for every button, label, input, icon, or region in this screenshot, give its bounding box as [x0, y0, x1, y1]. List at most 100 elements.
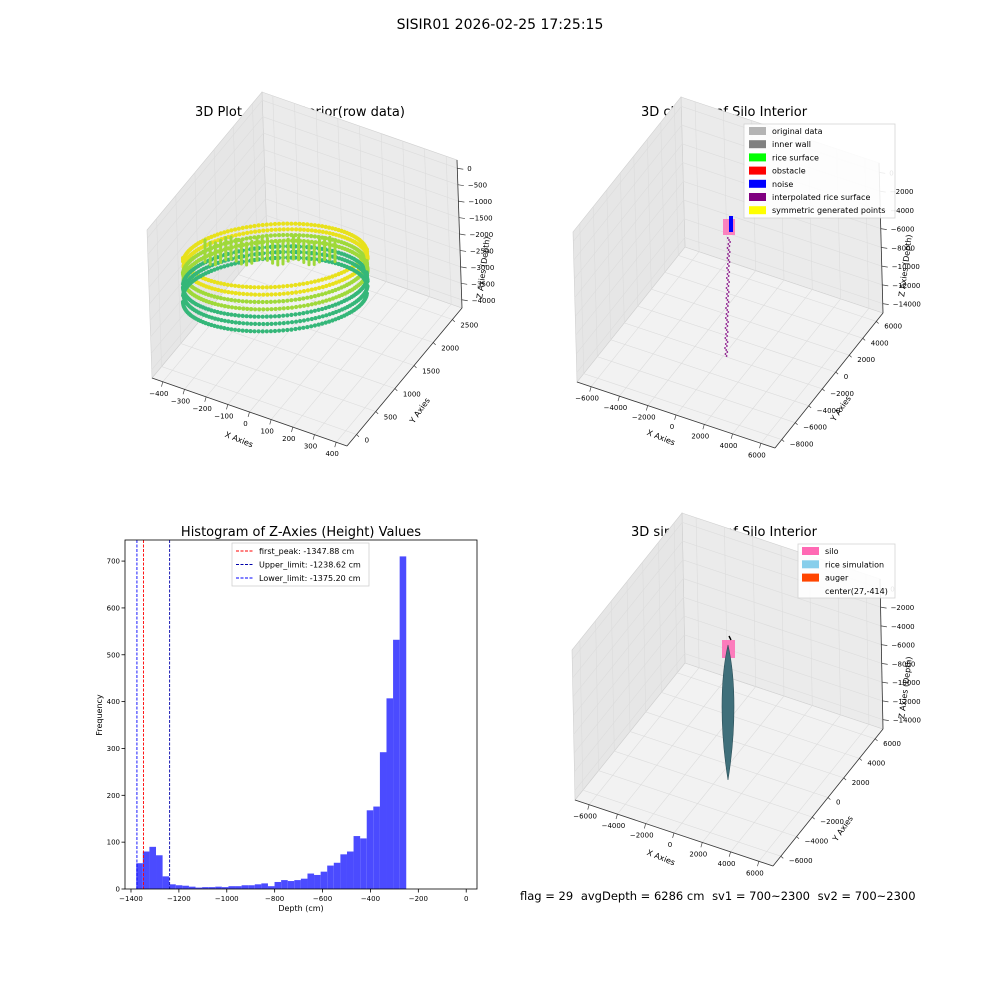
- gridline-z: [576, 237, 883, 373]
- x-tick-label: −1400: [119, 895, 143, 903]
- x-tick-label: −2000: [632, 414, 656, 422]
- y-tick-label: 0: [116, 886, 120, 894]
- data-point: [248, 224, 253, 229]
- data-point: [273, 321, 278, 326]
- z-tick-mark: [458, 217, 466, 219]
- data-point: [305, 295, 310, 300]
- data-point: [260, 329, 265, 334]
- z-tick-label: −10000: [892, 263, 920, 271]
- data-point: [725, 333, 727, 335]
- z-tick-mark: [881, 247, 888, 249]
- gridline-y: [647, 139, 850, 356]
- data-point: [273, 306, 278, 312]
- data-point: [725, 287, 728, 289]
- legend-label: first_peak: -1347.88 cm: [259, 547, 354, 556]
- histogram-bar: [235, 886, 242, 889]
- data-point: [727, 301, 730, 303]
- rice-simulation-shape: [721, 644, 735, 781]
- x-axis-label: X Axies: [224, 430, 255, 449]
- data-point: [724, 337, 727, 339]
- data-point: [726, 331, 729, 333]
- data-point: [726, 325, 729, 327]
- data-point: [281, 221, 286, 226]
- data-point: [330, 289, 335, 294]
- data-point: [309, 234, 314, 239]
- data-point: [305, 233, 310, 238]
- data-point: [728, 281, 730, 283]
- z-tick-label: −14000: [893, 301, 921, 309]
- data-point: [215, 232, 220, 237]
- data-point: [309, 287, 314, 292]
- data-point: [233, 233, 238, 238]
- figure-title: SISIR01 2026-02-25 17:25:15: [396, 17, 604, 33]
- data-point: [724, 317, 727, 319]
- data-point: [320, 292, 325, 297]
- x-tick-mark: [334, 442, 337, 448]
- data-point: [252, 285, 257, 290]
- data-point: [264, 314, 269, 319]
- data-point: [253, 321, 258, 326]
- x-tick-label: −800: [265, 895, 284, 903]
- gridline-z: [148, 132, 459, 272]
- data-point: [252, 223, 257, 229]
- y-tick-label: 100: [107, 839, 120, 847]
- data-point: [727, 253, 729, 255]
- x-axis-label: Depth (cm): [278, 904, 323, 913]
- y-tick-mark: [795, 422, 798, 426]
- x-tick-mark: [589, 386, 592, 392]
- data-point: [327, 304, 332, 309]
- gridline-y: [674, 105, 877, 322]
- gridline-y: [620, 172, 823, 390]
- z-tick-label: −8000: [891, 244, 915, 252]
- x-tick-label: 400: [325, 450, 338, 458]
- z-tick-mark: [882, 700, 889, 703]
- y-tick-label: 4000: [867, 759, 885, 767]
- y-tick-label: −4000: [805, 838, 829, 846]
- data-point: [180, 299, 186, 305]
- data-point: [727, 305, 729, 307]
- data-point: [244, 299, 249, 304]
- data-point: [294, 227, 299, 232]
- data-point: [726, 257, 729, 259]
- subplot-simulation-3d: 3D simulation of Silo Interior−6000−4000…: [571, 512, 921, 877]
- x-tick-label: 2000: [691, 432, 709, 440]
- data-point: [285, 221, 290, 226]
- data-point: [260, 299, 265, 305]
- data-point: [222, 264, 227, 269]
- data-point: [327, 275, 332, 280]
- y-tick-mark: [375, 411, 379, 415]
- data-point: [725, 355, 728, 357]
- y-axis-label: Frequency: [95, 694, 104, 736]
- data-point: [724, 327, 727, 329]
- histogram-bar: [149, 846, 157, 889]
- z-tick-mark: [458, 200, 465, 203]
- data-point: [281, 232, 286, 238]
- gridline-y: [593, 206, 796, 423]
- data-point: [245, 292, 250, 297]
- data-point: [225, 229, 230, 234]
- data-point: [298, 304, 303, 309]
- gridline-z: [575, 181, 882, 317]
- data-point: [316, 293, 321, 298]
- data-point: [293, 282, 298, 288]
- z-tick-label: −12000: [892, 698, 920, 706]
- y-tick-label: 700: [107, 558, 120, 566]
- data-point: [726, 341, 729, 343]
- data-point: [320, 284, 325, 290]
- data-point: [225, 282, 230, 287]
- gridline-z: [576, 218, 883, 355]
- x-axis-line: [574, 799, 774, 867]
- data-point: [727, 275, 730, 277]
- data-point: [327, 312, 332, 317]
- data-point: [725, 349, 728, 351]
- data-point: [233, 327, 238, 332]
- y-tick-label: 6000: [883, 740, 901, 748]
- legend-label: original data: [772, 127, 823, 136]
- data-point: [293, 312, 298, 317]
- histogram-bar: [300, 878, 308, 889]
- z-tick-label: −2500: [470, 247, 494, 255]
- gridline-x: [314, 148, 430, 435]
- x-tick-label: 2000: [689, 850, 707, 858]
- histogram-bar: [162, 876, 170, 889]
- data-point: [293, 297, 298, 302]
